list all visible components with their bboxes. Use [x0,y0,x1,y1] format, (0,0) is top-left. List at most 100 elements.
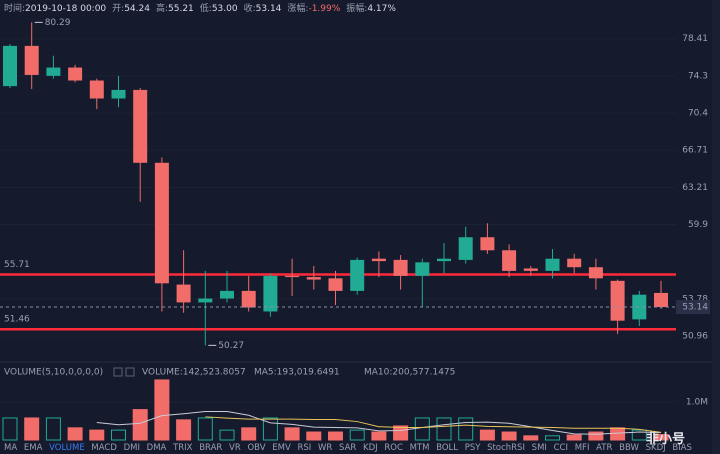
volume-bar [111,429,126,441]
price-label: 53.14 [682,303,708,313]
volume-bar [154,379,170,441]
volume-bar [328,431,343,441]
y-tick-label: 78.41 [682,34,708,44]
indicator-tab[interactable]: DMI [123,443,140,453]
indicator-tab[interactable]: ATR [596,443,613,453]
indicator-tab[interactable]: TRIX [173,443,193,453]
volume-bar [610,427,626,441]
indicator-tab[interactable]: DMA [146,443,167,453]
indicator-tab[interactable]: KDJ [363,443,378,453]
volume-bar [241,427,257,441]
volume-bar [631,429,647,441]
candle-body [480,237,495,251]
candle-body [545,258,560,271]
indicator-tab[interactable]: MTM [409,443,430,453]
volume-bar [89,429,105,441]
volume-bar [45,417,61,441]
candle-body [176,284,191,303]
extreme-label: 50.27 [218,341,244,351]
indicator-tab[interactable]: CCI [553,443,569,453]
volume-bar [284,427,300,441]
indicator-tab[interactable]: SKDJ [645,443,666,453]
indicator-tab[interactable]: MA [4,443,18,453]
indicator-tab[interactable]: RSI [297,443,312,453]
header-label: 时间: [4,4,26,14]
volume-bar [436,417,452,441]
volume-bar [566,434,582,441]
candle-body [502,250,517,271]
candle-body [220,290,234,299]
candle-body [654,292,668,308]
header-value: 4.17% [367,4,396,14]
candle-body [111,89,126,99]
extreme-label: 80.29 [45,18,71,28]
volume-bar [545,435,560,441]
volume-bar [479,429,495,441]
candle-body [89,80,104,99]
header-item: 收:53.14 [244,1,282,14]
legend-entry: MA5:193,019.6491 [254,368,340,378]
volume-bar [2,417,18,441]
indicator-tab[interactable]: BOLL [436,443,459,453]
indicator-tab[interactable]: PSY [464,443,481,453]
volume-bar [219,429,235,441]
header-label: 收: [243,4,256,14]
candle-body [68,67,83,81]
indicator-tab[interactable]: WR [318,443,333,453]
indicator-tab[interactable]: MACD [91,443,117,453]
candle-body [306,277,321,280]
volume-bar [393,425,409,441]
indicator-tab[interactable]: BRAR [199,443,223,453]
candle-body [198,298,213,303]
eye-icon[interactable] [113,367,123,377]
price-box [676,300,710,315]
volume-bar [67,427,83,441]
candle-body [24,45,39,75]
indicator-tab[interactable]: BBW [619,443,639,453]
candle-body [3,45,17,87]
volume-bar [414,417,430,441]
header-value: -1.99% [308,4,341,14]
y-tick-label: 70.4 [688,109,708,119]
volume-bar [653,434,669,441]
candle-body [46,67,61,76]
candle-body [632,294,647,320]
candle-body [458,237,473,260]
candle-body [133,89,148,163]
volume-bar [349,429,365,441]
indicator-tab[interactable]: VOLUME [49,443,85,453]
settings-icon[interactable] [125,367,135,377]
header-label: 高: [155,4,169,14]
header-item: 涨幅:-1.99% [287,1,340,14]
indicator-tab[interactable]: ROC [384,443,403,453]
header-value: 2019-10-18 00:00 [25,4,107,14]
volume-bar [458,417,474,441]
indicator-tab[interactable]: EMV [272,443,291,453]
toolbar: MA EMA VOLUME MACD DMI DMA TRIX BRAR VR OBV EMV RSI… [4,443,692,453]
indicator-tab[interactable]: MFI [574,443,590,453]
y-tick-label: 59.9 [688,220,708,230]
legend-entry: VOLUME:142,523.8057 [142,368,246,378]
indicator-tab[interactable]: EMA [23,443,43,453]
volume-bar [371,431,387,441]
y-tick-label: 74.3 [688,71,708,81]
header-item: 低:53.00 [200,1,238,14]
indicator-tab[interactable]: SMI [531,443,547,453]
header-item: 开:54.24 [112,1,150,14]
header-item: 时间:2019-10-18 00:00 [4,1,106,14]
header-value: 54.24 [124,4,150,14]
header-value: 55.21 [168,4,194,14]
volume-bar [132,409,148,441]
header-label: 低: [199,4,212,14]
indicator-tab[interactable]: VR [229,443,241,453]
header-label: 涨幅: [287,4,309,14]
indicator-tab[interactable]: OBV [247,443,266,453]
level-label: 55.71 [4,260,30,270]
indicator-tab[interactable]: StochRSI [487,443,525,453]
indicator-tab[interactable]: BIAS [672,443,692,453]
y-tick-label: 50.96 [682,331,708,341]
candle-body [588,267,603,279]
legend-entry: MA10:200,577.1475 [364,368,455,378]
indicator-tab[interactable]: SAR [339,443,357,453]
